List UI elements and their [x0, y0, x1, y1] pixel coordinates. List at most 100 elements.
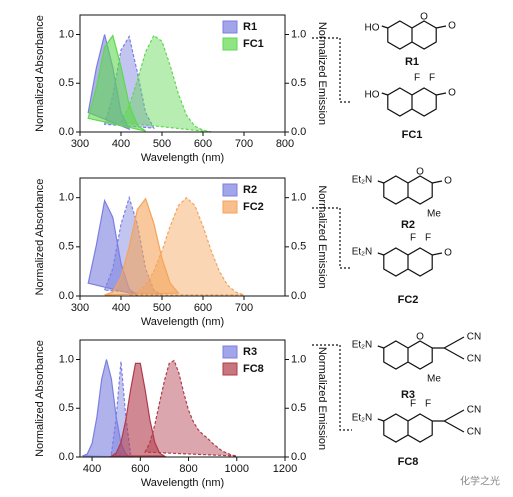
x-tick-label: 300 — [71, 138, 89, 150]
compound-label: R2 — [401, 219, 415, 231]
atom-label: CN — [467, 354, 481, 365]
x-axis-title: Wavelength (nm) — [141, 152, 224, 164]
y2-tick-label: 0.5 — [291, 241, 306, 253]
atom-label: Me — [427, 209, 441, 220]
y2-tick-label: 1.0 — [291, 353, 306, 365]
y2-tick-label: 0.0 — [291, 290, 306, 302]
substituent-bond — [432, 252, 443, 256]
compound-label: FC2 — [398, 294, 419, 306]
legend-swatch — [222, 362, 238, 376]
x-tick-label: 300 — [71, 302, 89, 314]
atom-label: F — [425, 399, 431, 410]
y-tick-label: 1.0 — [59, 353, 74, 365]
y-axis-title: Normalized Absorbance — [34, 15, 46, 132]
ring-bonds — [383, 247, 433, 277]
x-tick-label: 1200 — [273, 463, 297, 475]
atom-label: O — [444, 248, 452, 259]
y2-tick-label: 1.0 — [291, 192, 306, 204]
x-tick-label: 700 — [235, 138, 253, 150]
x-tick-label: 600 — [194, 138, 212, 150]
legend-label: R1 — [243, 21, 257, 33]
absorbance-curve — [87, 34, 146, 132]
atom-label: Et₂N — [352, 247, 373, 258]
legend-label: FC2 — [243, 201, 264, 213]
atom-label: CN — [467, 427, 481, 438]
ring-bonds — [387, 87, 437, 117]
x-tick-label: 700 — [235, 302, 253, 314]
substituent-bond — [381, 92, 388, 96]
x-tick-label: 800 — [179, 463, 197, 475]
x-tick-label: 400 — [83, 463, 101, 475]
atom-label: CN — [467, 332, 481, 343]
connector-arrow — [312, 37, 352, 103]
substituent-bond — [436, 25, 447, 29]
legend-swatch — [222, 200, 238, 214]
atom-label: O — [416, 332, 424, 343]
atom-label: Et₂N — [352, 413, 373, 424]
atom-label: F — [410, 233, 416, 244]
y2-axis-title: Normalized Emission — [316, 22, 328, 125]
atom-label: O — [448, 21, 456, 32]
absorbance-curve — [109, 362, 167, 457]
atom-label: F — [414, 73, 420, 84]
atom-label: F — [429, 73, 435, 84]
y-tick-label: 0.0 — [59, 126, 74, 138]
legend-swatch — [222, 20, 238, 34]
y-tick-label: 0.5 — [59, 241, 74, 253]
legend-swatch — [222, 183, 238, 197]
x-tick-label: 800 — [276, 138, 294, 150]
y2-tick-label: 0.5 — [291, 402, 306, 414]
atom-label: O — [416, 167, 424, 178]
substituent-bond — [381, 25, 388, 29]
atom-label: Me — [427, 374, 441, 385]
compound-label: R1 — [405, 56, 419, 68]
y2-tick-label: 0.5 — [291, 77, 306, 89]
ring-bonds — [383, 413, 433, 443]
x-axis-title: Wavelength (nm) — [141, 316, 224, 328]
substituent-bond — [377, 418, 384, 422]
compound-label: FC8 — [398, 456, 419, 468]
y-axis-title: Normalized Absorbance — [34, 340, 46, 457]
substituent-bond — [377, 252, 384, 256]
y-axis-title: Normalized Absorbance — [34, 179, 46, 296]
y-tick-label: 0.5 — [59, 77, 74, 89]
x-tick-label: 500 — [153, 302, 171, 314]
x-axis-title: Wavelength (nm) — [141, 477, 224, 489]
atom-label: HO — [365, 23, 380, 34]
legend-swatch — [222, 37, 238, 51]
y2-axis-title: Normalized Emission — [316, 347, 328, 450]
atom-label: O — [420, 12, 428, 23]
x-tick-label: 500 — [153, 138, 171, 150]
absorbance-curve — [104, 197, 180, 296]
y2-tick-label: 0.0 — [291, 126, 306, 138]
ring-bonds — [387, 20, 437, 50]
legend-label: FC8 — [243, 363, 264, 375]
substituent-bond — [377, 180, 384, 184]
atom-label: Et₂N — [352, 175, 373, 186]
legend-swatch — [222, 345, 238, 359]
ring-bonds — [383, 175, 433, 205]
substituent-bond — [432, 180, 443, 184]
connector-arrow — [312, 344, 352, 431]
y-tick-label: 0.0 — [59, 290, 74, 302]
ring-bonds — [383, 340, 433, 370]
watermark: 化学之光 — [460, 475, 500, 488]
x-tick-label: 1000 — [225, 463, 249, 475]
emission-curve — [120, 34, 212, 133]
atom-label: HO — [365, 90, 380, 101]
atom-label: Et₂N — [352, 340, 373, 351]
plot-frame — [79, 339, 286, 458]
x-tick-label: 400 — [112, 138, 130, 150]
substituent-bond — [436, 92, 447, 96]
x-tick-label: 600 — [194, 302, 212, 314]
legend-label: FC1 — [243, 38, 264, 50]
substituent-bond — [377, 345, 384, 349]
x-tick-label: 400 — [112, 302, 130, 314]
atom-label: O — [444, 176, 452, 187]
plot-frame — [79, 177, 286, 297]
y-tick-label: 0.0 — [59, 451, 74, 463]
y2-axis-title: Normalized Emission — [316, 185, 328, 288]
y-tick-label: 1.0 — [59, 192, 74, 204]
atom-label: F — [410, 399, 416, 410]
